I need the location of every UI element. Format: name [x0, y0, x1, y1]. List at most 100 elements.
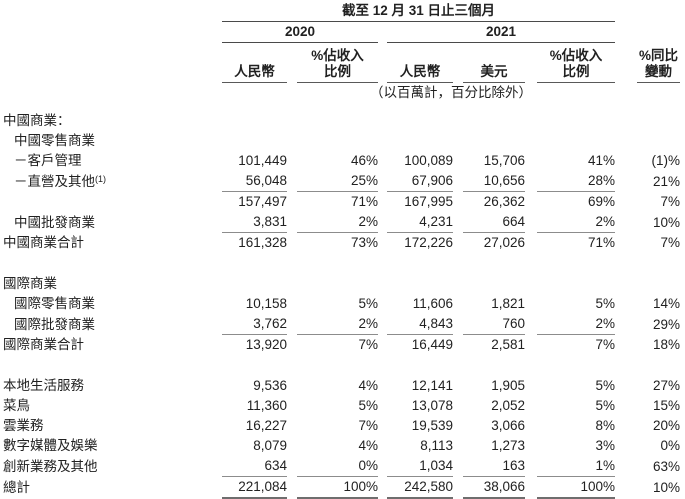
table-row: 創新業務及其他 634 0% 1,034 163 1% 63% — [0, 456, 685, 477]
cell-value: 8,113 — [420, 438, 453, 453]
cell-value: 242,580 — [387, 476, 453, 499]
cell-value: 2% — [297, 314, 378, 335]
cell-value: 7% — [358, 337, 378, 352]
gap — [680, 83, 685, 104]
row-label: 國際批發商業 — [0, 314, 222, 335]
cell-value: 0% — [297, 456, 378, 477]
gap — [525, 396, 537, 416]
cell-value — [463, 131, 525, 151]
cell-value: 16,449 — [411, 337, 453, 352]
gap — [525, 171, 537, 192]
gap — [287, 335, 297, 356]
cell-value: 71% — [588, 235, 616, 250]
cell-value: 5% — [358, 398, 378, 413]
gap — [378, 131, 387, 151]
row-label — [0, 192, 222, 213]
gap — [615, 477, 637, 499]
gap — [453, 416, 463, 436]
gap — [525, 43, 537, 83]
cell-value: 172,226 — [404, 235, 453, 250]
gap — [615, 274, 637, 294]
table-row: －直營及其他(1) 56,048 25% 67,906 10,656 28% 21% — [0, 171, 685, 192]
gap — [287, 111, 297, 131]
gap — [680, 477, 685, 499]
col-header-rmb-2020: 人民幣 — [222, 42, 287, 83]
gap — [287, 436, 297, 456]
section-row: 中國零售商業 — [0, 131, 685, 151]
cell-value — [222, 131, 287, 151]
table-row: 國際商業合計 13,920 7% 16,449 2,581 7% 18% — [0, 335, 685, 356]
cell-value: 2,052 — [491, 398, 525, 413]
gap — [680, 335, 685, 356]
cell-value — [637, 274, 680, 294]
col-header-text: 比例 — [324, 64, 351, 79]
cell-value: 7% — [595, 337, 616, 352]
gap — [525, 314, 537, 335]
row-label-text: 中國商業合計 — [3, 235, 84, 250]
row-label-text: 菜鳥 — [3, 398, 30, 413]
row-label-text: 中國零售商業 — [14, 133, 95, 148]
row-label-text: －直營及其他 — [14, 173, 95, 189]
cell-value: 157,497 — [238, 194, 287, 209]
cell-value: 3,831 — [222, 212, 287, 233]
empty-cell — [0, 83, 222, 104]
gap — [378, 43, 387, 83]
gap — [525, 416, 537, 436]
cell-value: 1,821 — [491, 296, 525, 311]
gap — [378, 192, 387, 213]
cell-value — [297, 131, 378, 151]
gap — [615, 396, 637, 416]
gap — [378, 456, 387, 477]
cell-value — [463, 111, 525, 131]
gap — [287, 233, 297, 254]
cell-value: 161,328 — [238, 235, 287, 250]
gap — [680, 151, 685, 171]
cell-value: 28% — [537, 171, 616, 192]
cell-value: 3,066 — [491, 418, 525, 433]
cell-value: 100,089 — [404, 153, 453, 168]
cell-value: 41% — [588, 153, 616, 168]
gap — [680, 212, 685, 233]
cell-value: 4% — [358, 378, 378, 393]
cell-value: 19,539 — [411, 418, 453, 433]
gap — [453, 477, 463, 499]
gap — [287, 212, 297, 233]
cell-value: 7% — [358, 418, 378, 433]
gap — [615, 456, 637, 477]
cell-value: 5% — [595, 398, 616, 413]
table-row: 總計 221,084 100% 242,580 38,066 100% 10% — [0, 476, 685, 499]
gap — [453, 335, 463, 356]
spacer-row — [0, 253, 685, 274]
gap — [615, 233, 637, 254]
row-label: 中國批發商業 — [0, 212, 222, 233]
gap — [453, 171, 463, 192]
col-header-rmb-2021: 人民幣 — [387, 42, 453, 83]
cell-value: 63% — [653, 458, 681, 474]
gap — [680, 171, 685, 192]
cell-value: 20% — [653, 418, 681, 433]
gap — [680, 233, 685, 254]
cell-value — [222, 111, 287, 131]
cell-value: 15,706 — [483, 153, 525, 168]
gap — [615, 416, 637, 436]
gap — [378, 22, 387, 43]
cell-value: 167,995 — [404, 194, 453, 209]
row-label: 創新業務及其他 — [0, 456, 222, 477]
cell-value: 25% — [297, 171, 378, 192]
cell-value — [637, 111, 680, 131]
year-2020-header: 2020 — [222, 21, 378, 43]
gap — [378, 436, 387, 456]
table-row: 國際批發商業 3,762 2% 4,843 760 2% 29% — [0, 314, 685, 335]
cell-value: 16,227 — [245, 418, 287, 433]
cell-value: 13,078 — [411, 398, 453, 413]
cell-value — [537, 274, 615, 294]
gap — [615, 151, 637, 171]
cell-value: 3,762 — [222, 314, 287, 335]
table-row: －客戶管理 101,449 46% 100,089 15,706 41% (1)% — [0, 151, 685, 171]
cell-value — [537, 131, 615, 151]
gap — [378, 416, 387, 436]
col-header-yoy: %同比 變動 — [637, 42, 681, 83]
gap — [525, 294, 537, 314]
cell-value: 27% — [653, 378, 681, 393]
cell-value — [387, 131, 453, 151]
